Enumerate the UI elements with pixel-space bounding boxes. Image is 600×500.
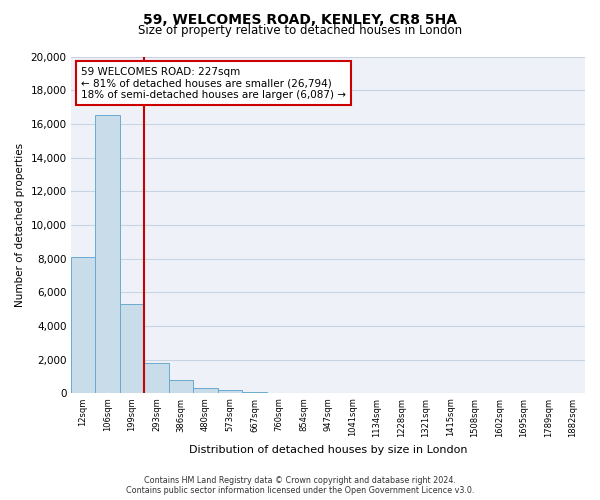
Bar (95, 116, 120, 394)
Text: 59, WELCOMES ROAD, KENLEY, CR8 5HA: 59, WELCOMES ROAD, KENLEY, CR8 5HA (143, 12, 457, 26)
Bar (267, 392, 291, 394)
Text: 59 WELCOMES ROAD: 227sqm
← 81% of detached houses are smaller (26,794)
18% of se: 59 WELCOMES ROAD: 227sqm ← 81% of detach… (81, 66, 346, 100)
Bar (144, 363, 169, 394)
Bar (71, 257, 95, 394)
Bar (193, 388, 218, 394)
X-axis label: Distribution of detached houses by size in London: Distribution of detached houses by size … (188, 445, 467, 455)
Bar (242, 392, 267, 394)
Text: Contains HM Land Registry data © Crown copyright and database right 2024.
Contai: Contains HM Land Registry data © Crown c… (126, 476, 474, 495)
Bar (169, 380, 193, 394)
Bar (120, 304, 144, 394)
Bar (218, 390, 242, 394)
Text: Size of property relative to detached houses in London: Size of property relative to detached ho… (138, 24, 462, 37)
Y-axis label: Number of detached properties: Number of detached properties (15, 143, 25, 307)
